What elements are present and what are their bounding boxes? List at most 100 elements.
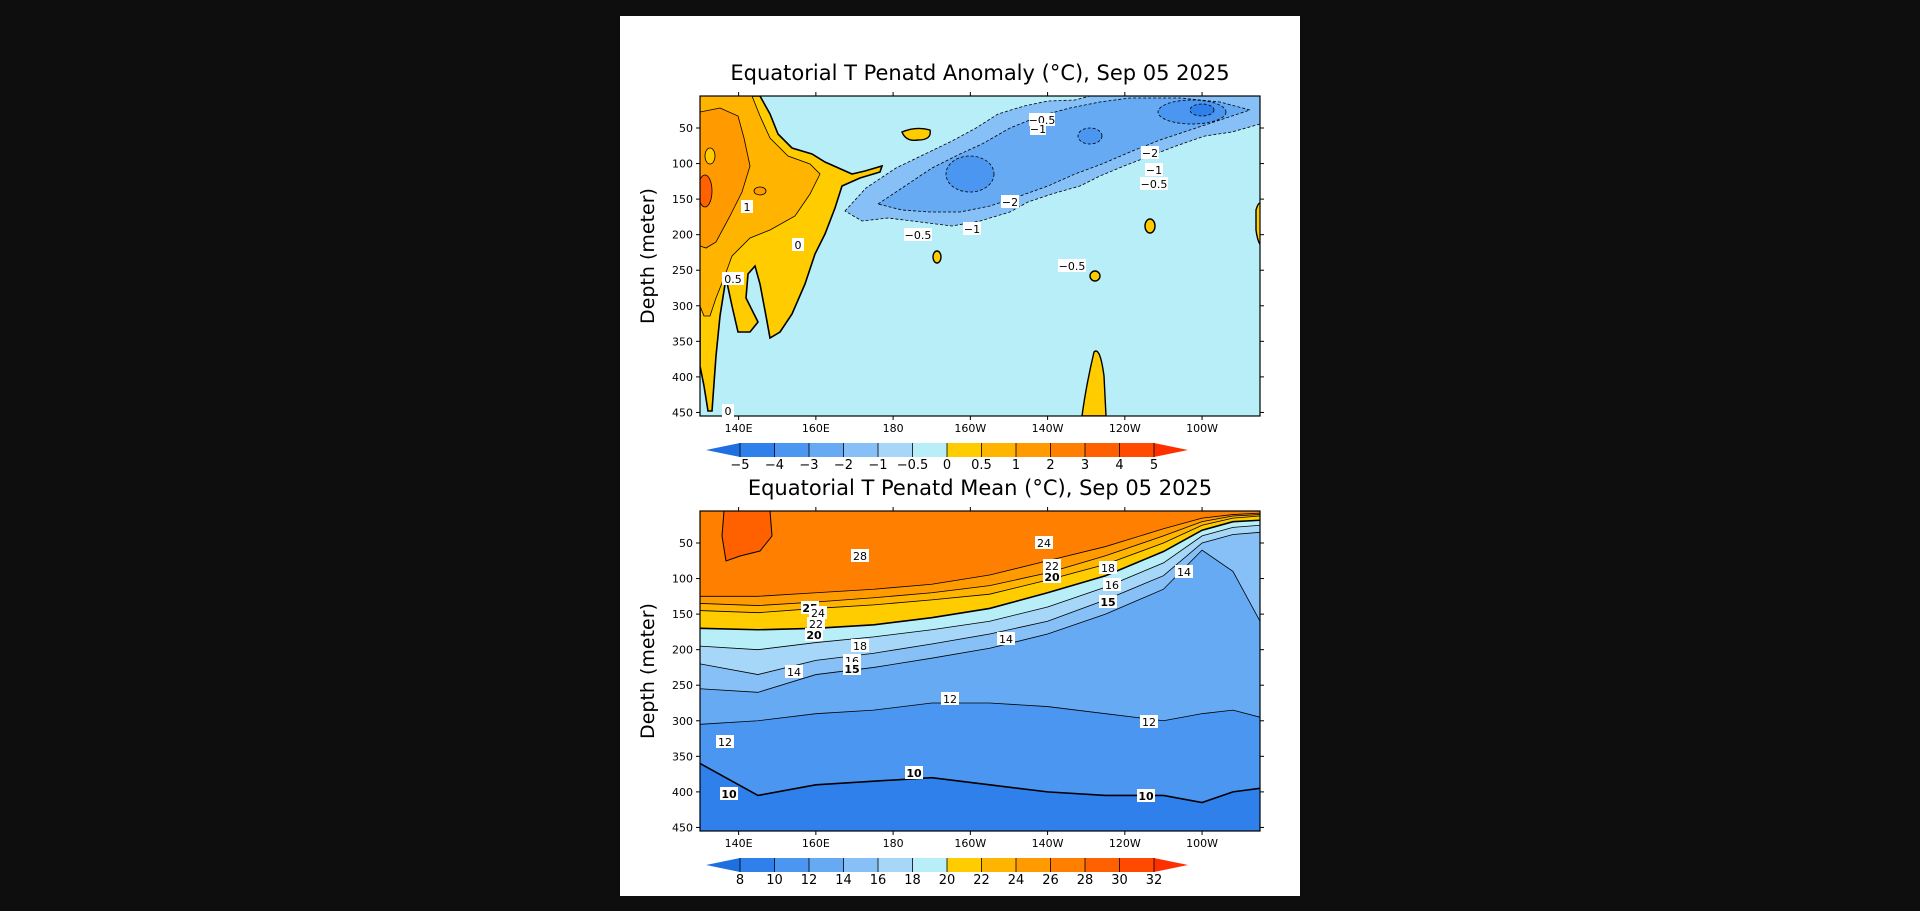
colorbar-swatch bbox=[1016, 858, 1051, 872]
warm-blob bbox=[1089, 270, 1101, 282]
x-tick-label: 140W bbox=[1032, 837, 1064, 850]
x-tick-label: 160E bbox=[802, 422, 830, 435]
coldest-cell bbox=[945, 155, 995, 193]
anomaly-field bbox=[700, 96, 1260, 416]
figure-page: Equatorial T Penatd Anomaly (°C), Sep 05… bbox=[620, 16, 1300, 896]
colorbar-label: 2 bbox=[1046, 458, 1054, 473]
colorbar-label: 18 bbox=[904, 873, 921, 888]
contour-label: 24 bbox=[811, 607, 825, 620]
contour-label: 20 bbox=[1044, 571, 1060, 584]
y-tick-label: 150 bbox=[672, 608, 693, 621]
contour-label: 18 bbox=[853, 640, 867, 653]
colorbar-label: −0.5 bbox=[897, 458, 929, 473]
contour-label: 22 bbox=[1045, 560, 1059, 573]
contour-label: 0 bbox=[725, 405, 732, 418]
contour-label: 14 bbox=[787, 666, 801, 679]
x-tick-label: 160W bbox=[954, 837, 986, 850]
colorbar-swatch bbox=[774, 858, 809, 872]
colorbar-swatch bbox=[1119, 858, 1154, 872]
isotherm-line-t16 bbox=[700, 531, 1260, 675]
y-tick-label: 100 bbox=[672, 573, 693, 586]
contour-label: 12 bbox=[1142, 716, 1156, 729]
contour-labels: −0.5 −1 −2 −1 −0.5 −2 −1 −0.5 −0.5 1 0 0… bbox=[722, 113, 1168, 418]
colorbar: −5 −4 −3 −2 −1 −0.5 0 0.5 1 2 3 4 5 bbox=[706, 443, 1188, 473]
x-tick-label: 140E bbox=[725, 422, 753, 435]
y-tick-label: 350 bbox=[672, 335, 693, 348]
contour-label: 24 bbox=[1037, 537, 1051, 550]
colorbar-label: 0.5 bbox=[971, 458, 992, 473]
x-tick-label: 180 bbox=[883, 422, 904, 435]
isotherm-band-t28 bbox=[700, 511, 1260, 597]
contour-label: 0 bbox=[795, 239, 802, 252]
colorbar-swatch bbox=[912, 858, 947, 872]
colorbar-swatch bbox=[878, 858, 913, 872]
colorbar-min-arrow bbox=[706, 443, 740, 457]
colorbar-swatch bbox=[1085, 443, 1120, 457]
contour-labels: 28 24 22 20 18 16 15 14 25 24 22 20 18 1… bbox=[716, 536, 1193, 803]
isotherm-line-t28 bbox=[700, 512, 1260, 597]
x-axis: 140E 160E 180 160W 140W 120W 100W bbox=[725, 507, 1218, 850]
x-tick-label: 160W bbox=[954, 422, 986, 435]
colorbar-swatch bbox=[947, 443, 982, 457]
colorbar-label: 4 bbox=[1115, 458, 1123, 473]
colorbar-swatch bbox=[843, 858, 878, 872]
contour-label: 10 bbox=[721, 788, 737, 801]
contour-label: 22 bbox=[809, 618, 823, 631]
isotherm-line-t10 bbox=[700, 762, 1260, 804]
colorbar-label: 12 bbox=[801, 873, 818, 888]
anomaly-panel: Equatorial T Penatd Anomaly (°C), Sep 05… bbox=[637, 61, 1264, 473]
colorbar-label: −3 bbox=[799, 458, 818, 473]
contour-label: 12 bbox=[943, 693, 957, 706]
plot-frame bbox=[699, 510, 1261, 832]
coldest-cell bbox=[1077, 127, 1103, 145]
colorbar-swatch bbox=[809, 443, 844, 457]
colorbar-label: 1 bbox=[1012, 458, 1020, 473]
warm-blob bbox=[901, 127, 931, 142]
contour-label: 20 bbox=[806, 629, 822, 642]
contour-label: 10 bbox=[1138, 790, 1154, 803]
warm-cell bbox=[704, 147, 716, 165]
isotherm-line-t14 bbox=[700, 549, 1260, 693]
colorbar-label: 30 bbox=[1111, 873, 1128, 888]
colorbar-min-arrow bbox=[706, 858, 740, 872]
colorbar-max-arrow bbox=[1154, 858, 1188, 872]
warm-blob bbox=[1144, 218, 1156, 234]
colorbar-label: 14 bbox=[835, 873, 852, 888]
warm-blob bbox=[932, 250, 942, 264]
colorbar-label: −1 bbox=[868, 458, 887, 473]
colorbar-label: 10 bbox=[766, 873, 783, 888]
contour-label: 15 bbox=[1100, 596, 1115, 609]
y-tick-label: 200 bbox=[672, 229, 693, 242]
colorbar-swatch bbox=[740, 858, 775, 872]
x-tick-label: 140W bbox=[1032, 422, 1064, 435]
colorbar-swatch bbox=[981, 443, 1016, 457]
contour-label: −2 bbox=[1142, 147, 1158, 160]
mean-panel: Equatorial T Penatd Mean (°C), Sep 05 20… bbox=[637, 476, 1264, 888]
contour-label: 16 bbox=[1105, 579, 1119, 592]
y-axis-label: Depth (meter) bbox=[637, 603, 659, 739]
x-tick-label: 160E bbox=[802, 837, 830, 850]
contour-label: 15 bbox=[844, 663, 859, 676]
colorbar-swatch bbox=[774, 443, 809, 457]
contour-label: −1 bbox=[964, 223, 980, 236]
x-axis: 140E 160E 180 160W 140W 120W 100W bbox=[725, 92, 1218, 435]
colorbar-label: −5 bbox=[730, 458, 749, 473]
contour-label: −1 bbox=[1030, 123, 1046, 136]
x-tick-label: 180 bbox=[883, 837, 904, 850]
y-tick-label: 450 bbox=[672, 821, 693, 834]
y-tick-label: 400 bbox=[672, 786, 693, 799]
colorbar-label: 24 bbox=[1008, 873, 1025, 888]
colorbar-swatch bbox=[1016, 443, 1051, 457]
coldest-core bbox=[1189, 103, 1215, 117]
y-tick-label: 350 bbox=[672, 750, 693, 763]
x-tick-label: 120W bbox=[1109, 422, 1141, 435]
colorbar-swatch bbox=[809, 858, 844, 872]
contour-label: 14 bbox=[1177, 566, 1191, 579]
colorbar-label: 8 bbox=[736, 873, 744, 888]
y-tick-label: 300 bbox=[672, 300, 693, 313]
colorbar-swatch bbox=[912, 443, 947, 457]
contour-label: −0.5 bbox=[905, 229, 932, 242]
chart-title: Equatorial T Penatd Anomaly (°C), Sep 05… bbox=[730, 61, 1229, 85]
contour-label: −0.5 bbox=[1059, 260, 1086, 273]
